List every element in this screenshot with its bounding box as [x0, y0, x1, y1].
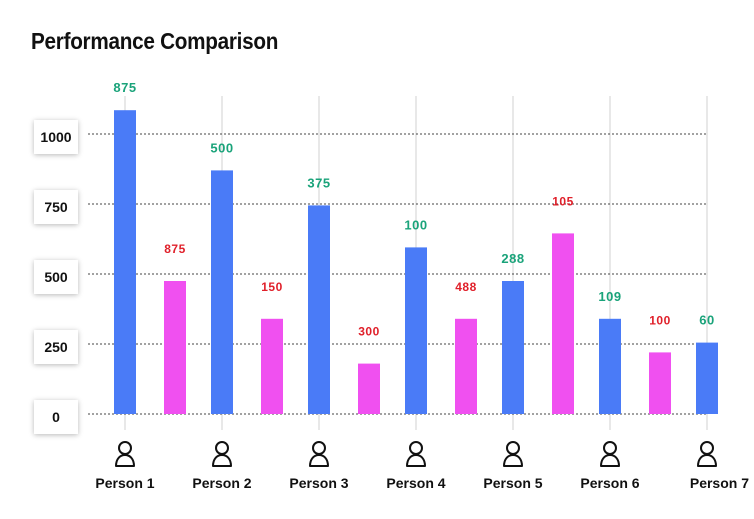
bar-series-2-person-3: [358, 363, 380, 414]
x-tick-label-2: Person 2: [192, 475, 252, 491]
x-tick-label-1: Person 1: [95, 475, 155, 491]
data-label-series-2-4: 488: [455, 280, 477, 294]
data-label-series-1-1: 875: [113, 80, 136, 95]
bar-series-1-person-4: [405, 247, 427, 414]
data-label-series-2-6: 100: [649, 313, 671, 327]
person-icon: [697, 441, 717, 467]
person-icon: [115, 441, 135, 467]
data-label-series-2-5: 105: [552, 194, 574, 208]
data-label-series-2-3: 300: [358, 325, 380, 339]
x-tick-label-4: Person 4: [386, 475, 446, 491]
data-label-series-1-7: 60: [699, 313, 714, 328]
x-tick-label-3: Person 3: [289, 475, 349, 491]
bar-series-1-person-5: [502, 281, 524, 414]
bar-series-2-person-6: [649, 352, 671, 414]
bar-series-1-person-6: [599, 318, 621, 414]
data-label-series-1-2: 500: [210, 140, 233, 155]
bar-series-2-person-2: [261, 318, 283, 414]
data-label-series-2-2: 150: [261, 280, 283, 294]
person-icon: [212, 441, 232, 467]
data-labels-layer: 875 500 375 100 288 109 60 875 150 300 488 105 100: [113, 80, 714, 338]
y-tick-label-250: 250: [34, 330, 78, 364]
bar-series-2-person-4: [455, 318, 477, 414]
bar-series-1-person-7: [696, 342, 718, 414]
person-icon: [600, 441, 620, 467]
bar-series-1-person-1: [114, 110, 136, 414]
x-tick-label-6: Person 6: [580, 475, 640, 491]
person-icon: [503, 441, 523, 467]
chart-title: Performance Comparison: [31, 28, 279, 54]
person-icon: [309, 441, 329, 467]
data-label-series-1-3: 375: [307, 175, 330, 190]
y-tick-label-500: 500: [34, 260, 78, 294]
y-tick-label-750: 750: [34, 190, 78, 224]
bar-series-2-person-5: [552, 233, 574, 414]
y-tick-label-0: 0: [34, 400, 78, 434]
bar-series-1-person-2: [211, 170, 233, 414]
data-label-series-1-4: 100: [404, 217, 427, 232]
x-tick-label-5: Person 5: [483, 475, 543, 491]
x-tick-label-7: Person 7: [689, 475, 749, 491]
data-label-series-1-5: 288: [501, 251, 524, 266]
data-label-series-2-1: 875: [164, 242, 186, 256]
bar-series-1-person-3: [308, 205, 330, 414]
bar-series-2-person-1: [164, 281, 186, 414]
data-label-series-1-6: 109: [598, 289, 621, 304]
bars-layer: [114, 110, 718, 414]
person-icon: [406, 441, 426, 467]
y-tick-label-1000: 1000: [34, 120, 78, 154]
